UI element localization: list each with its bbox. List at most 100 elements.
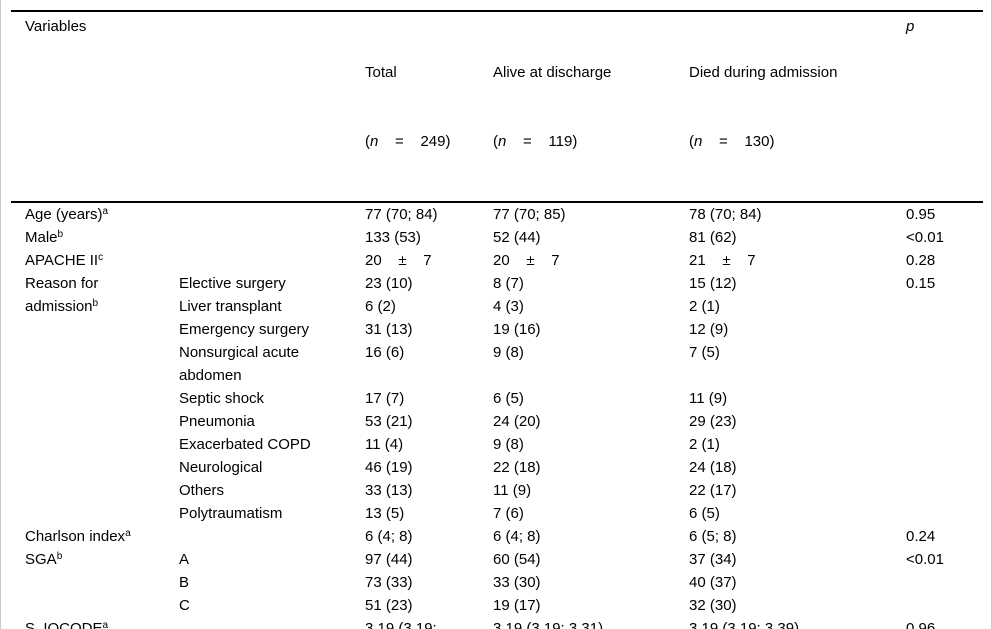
cell-alive-at-discharge: 60 (54) — [493, 551, 541, 568]
cell-subcategory: Neurological — [179, 459, 263, 476]
table-subrow: Emergency surgery 31 (13) 19 (16) 12 (9) — [179, 318, 983, 341]
cell-subcategory: Emergency surgery — [179, 321, 310, 338]
cell-p-value: 0.24 — [906, 528, 936, 545]
cell-p-value — [906, 479, 983, 502]
variable-label-text: Age (years) — [25, 206, 103, 223]
cell-total: 23 (10) — [365, 275, 413, 292]
table-row: Age (years)a 77 (70; 84) 77 (70; 85) 78 (70… — [25, 203, 983, 226]
cell-p-value — [906, 410, 983, 433]
cell-alive-at-discharge: 9 (8) — [493, 344, 524, 361]
cell-total: 11 (4) — [365, 436, 404, 453]
footnote-marker: a — [102, 620, 109, 629]
cell-died-during-admission: 78 (70; 84) — [689, 206, 762, 223]
cell-died-during-admission: 6 (5) — [689, 505, 720, 522]
cell-subcategory: Septic shock — [179, 390, 265, 407]
header-died-n: (n = 130) — [689, 132, 775, 150]
cell-subcategory: Liver transplant — [179, 298, 282, 315]
cell-died-during-admission: 37 (34) — [689, 551, 737, 568]
table-header-row: Variables Total (n = 249) Alive at disch… — [11, 12, 983, 201]
cell-variable-label: SGAb — [25, 548, 179, 617]
table-subrow: Exacerbated COPD 11 (4) 9 (8) 2 (1) — [179, 433, 983, 456]
table-subrow: Pneumonia 53 (21) 24 (20) 29 (23) — [179, 410, 983, 433]
table-subrow: Others 33 (13) 11 (9) 22 (17) — [179, 479, 983, 502]
cell-p-value — [906, 571, 983, 594]
cell-alive-at-discharge: 9 (8) — [493, 436, 524, 453]
cell-p-value: <0.01 — [906, 551, 944, 568]
cell-p-value — [906, 502, 983, 525]
table-subrow: Polytraumatism 13 (5) 7 (6) 6 (5) — [179, 502, 983, 525]
cell-alive-at-discharge: 19 (16) — [493, 321, 541, 338]
table-subrow: Liver transplant 6 (2) 4 (3) 2 (1) — [179, 295, 983, 318]
cell-alive-at-discharge: 11 (9) — [493, 482, 532, 499]
cell-p-value — [906, 341, 983, 387]
cell-p-value — [906, 433, 983, 456]
n-italic: n — [370, 132, 379, 150]
footnote-marker: c — [98, 252, 104, 263]
n-italic: n — [694, 132, 703, 150]
cell-alive-at-discharge: 22 (18) — [493, 459, 541, 476]
cell-died-during-admission: 22 (17) — [689, 482, 737, 499]
variable-label-text: Male — [25, 229, 58, 246]
cell-subcategory: B — [179, 574, 190, 591]
cell-total: 13 (5) — [365, 505, 405, 522]
cell-subcategory: Nonsurgical acute abdomen — [179, 344, 304, 384]
table-row-group: SGAb A 97 (44) 60 (54) 37 (34) <0.01 B 73 (33) 3… — [25, 548, 983, 617]
cell-alive-at-discharge: 4 (3) — [493, 298, 524, 315]
cell-p-value: <0.01 — [906, 229, 944, 246]
cell-variable-label: S_IQCODEa — [25, 617, 365, 629]
cell-p-value — [906, 456, 983, 479]
cell-died-during-admission: 7 (5) — [689, 344, 720, 361]
table-subrow: B 73 (33) 33 (30) 40 (37) — [179, 571, 983, 594]
cell-p-value: 0.15 — [906, 275, 936, 292]
cell-subcategory: A — [179, 551, 190, 568]
cell-died-during-admission: 12 (9) — [689, 321, 729, 338]
table-subrow: A 97 (44) 60 (54) 37 (34) <0.01 — [179, 548, 983, 571]
table-subrow: Neurological 46 (19) 22 (18) 24 (18) — [179, 456, 983, 479]
cell-total: 20 ± 7 — [365, 252, 432, 269]
cell-died-during-admission: 32 (30) — [689, 597, 737, 614]
header-total: Total (n = 249) — [365, 15, 493, 199]
cell-died-during-admission: 29 (23) — [689, 413, 737, 430]
footnote-marker: b — [92, 298, 99, 309]
cell-alive-at-discharge: 24 (20) — [493, 413, 541, 430]
header-died: Died during admission (n = 130) — [689, 15, 906, 199]
cell-died-during-admission: 2 (1) — [689, 298, 720, 315]
table-rule-header — [11, 200, 983, 203]
cell-p-value: 0.95 — [906, 206, 936, 223]
table-rule-top — [11, 10, 983, 12]
cell-subcategory: Pneumonia — [179, 413, 255, 430]
header-total-label: Total — [365, 63, 397, 81]
cell-alive-at-discharge: 33 (30) — [493, 574, 541, 591]
cell-alive-at-discharge: 52 (44) — [493, 229, 541, 246]
table-row: Charlson indexa 6 (4; 8) 6 (4; 8) 6 (5; 8) 0… — [25, 525, 983, 548]
cell-total: 6 (4; 8) — [365, 528, 413, 545]
cell-alive-at-discharge: 8 (7) — [493, 275, 524, 292]
table-row: Maleb 133 (53) 52 (44) 81 (62) <0.01 — [25, 226, 983, 249]
variable-label-text: SGA — [25, 551, 57, 568]
header-p: p — [906, 15, 983, 199]
header-died-label: Died during admission — [689, 63, 838, 81]
table-subrow: Elective surgery 23 (10) 8 (7) 15 (12) 0.15 — [179, 272, 983, 295]
table-row: APACHE IIc 20 ± 7 20 ± 7 21 ± 7 0.28 — [25, 249, 983, 272]
table-row-group: Reason for admissionb Elective surgery 23 … — [25, 272, 983, 525]
cell-p-value — [906, 295, 983, 318]
variable-label-text: S_IQCODE — [25, 620, 103, 629]
cell-total: 73 (33) — [365, 574, 413, 591]
n-italic: n — [498, 132, 507, 150]
footnote-marker: b — [57, 229, 64, 240]
cell-alive-at-discharge: 3.19 (3.19; 3.31) — [493, 620, 604, 629]
cell-died-during-admission: 40 (37) — [689, 574, 737, 591]
cell-subcategory: Polytraumatism — [179, 505, 283, 522]
header-variables: Variables — [25, 17, 87, 35]
footnote-marker: b — [56, 551, 63, 562]
cell-subcategory: Others — [179, 482, 225, 499]
cell-variable-label: APACHE IIc — [25, 249, 365, 272]
cell-total: 16 (6) — [365, 344, 405, 361]
variable-label-text: APACHE II — [25, 252, 99, 269]
footnote-marker: a — [125, 528, 131, 539]
table-subrow: C 51 (23) 19 (17) 32 (30) — [179, 594, 983, 617]
cell-alive-at-discharge: 20 ± 7 — [493, 252, 560, 269]
cell-p-value: 0.96 — [906, 620, 936, 629]
cell-alive-at-discharge: 7 (6) — [493, 505, 524, 522]
header-total-n: (n = 249) — [365, 132, 451, 150]
